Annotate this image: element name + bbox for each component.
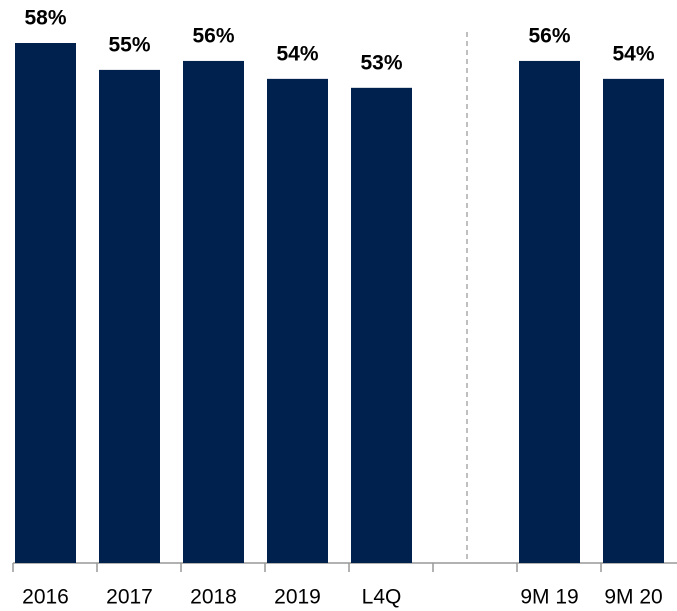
bar xyxy=(183,60,244,564)
x-tick-label: L4Q xyxy=(362,586,402,609)
x-tick-label: 2016 xyxy=(22,586,69,609)
x-tick-label: 2017 xyxy=(106,586,153,609)
x-tick-label: 9M 20 xyxy=(604,586,662,609)
bar xyxy=(519,60,580,564)
x-tick-label: 2019 xyxy=(274,586,321,609)
x-tick-label: 9M 19 xyxy=(520,586,578,609)
value-label: 54% xyxy=(612,42,654,65)
bar xyxy=(351,87,412,564)
bar xyxy=(99,69,160,564)
x-tick-label: 2018 xyxy=(190,586,237,609)
bar xyxy=(15,43,76,563)
value-label: 54% xyxy=(276,42,318,65)
value-label: 53% xyxy=(360,51,402,74)
value-label: 56% xyxy=(528,24,570,47)
value-label: 58% xyxy=(24,7,66,30)
value-label: 56% xyxy=(192,24,234,47)
bar xyxy=(603,78,664,564)
value-label: 55% xyxy=(108,33,150,56)
bar xyxy=(267,78,328,564)
